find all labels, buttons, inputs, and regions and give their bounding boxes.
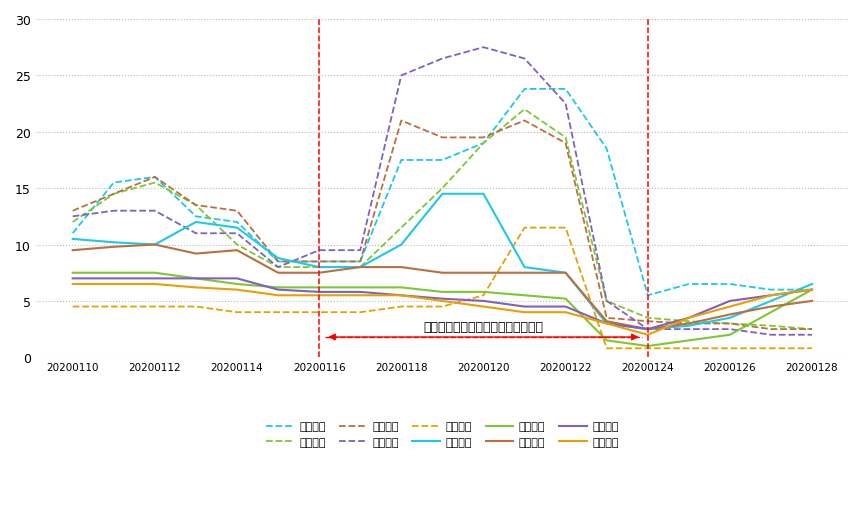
Legend: 北京迁出, 上海迁出, 广州迁出, 深圳迁出, 武汉迁出, 北京迁入, 上海迁入, 广州迁入, 深圳迁入, 武汉迁入: 北京迁出, 上海迁出, 广州迁出, 深圳迁出, 武汉迁出, 北京迁入, 上海迁入… — [262, 417, 623, 451]
Text: 一线城市人口大规模迁出主要时间段: 一线城市人口大规模迁出主要时间段 — [423, 320, 543, 333]
